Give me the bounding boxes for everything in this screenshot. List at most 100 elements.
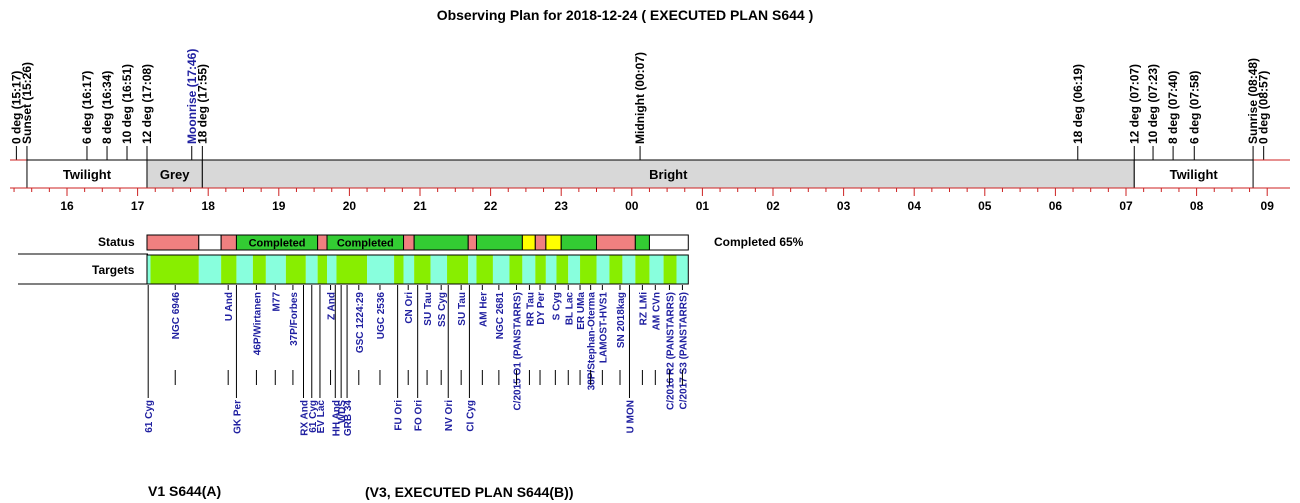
status-segment <box>146 234 200 251</box>
status-segment <box>475 234 523 251</box>
band-label: Twilight <box>63 167 112 182</box>
target-block <box>545 255 557 284</box>
target-block <box>580 255 597 284</box>
status-segment <box>560 234 598 251</box>
status-segment <box>467 234 477 251</box>
target-name: SU Tau <box>457 292 468 326</box>
event-label: 0 deg (08:57) <box>1257 71 1271 144</box>
target-name: HH And <box>331 400 342 436</box>
hour-label: 04 <box>908 199 922 213</box>
target-block <box>414 255 431 284</box>
target-name: BL Lac <box>564 292 575 326</box>
target-block <box>221 255 237 284</box>
target-block <box>596 255 610 284</box>
target-name: ER UMa <box>576 292 587 330</box>
target-name: GRB 34 <box>343 400 354 437</box>
targets-row-label: Targets <box>92 263 135 277</box>
chart-title: Observing Plan for 2018-12-24 ( EXECUTED… <box>437 7 814 23</box>
target-block <box>430 255 448 284</box>
target-block <box>568 255 581 284</box>
target-name: M77 <box>271 292 282 312</box>
target-block <box>663 255 677 284</box>
band-grey <box>146 159 203 189</box>
hour-label: 20 <box>343 199 357 213</box>
target-block <box>509 255 523 284</box>
hour-label: 23 <box>555 199 569 213</box>
event-label: 8 deg (16:34) <box>100 71 114 144</box>
target-name: S Cyg <box>551 292 562 320</box>
target-name: Z And <box>327 292 338 320</box>
target-name: UGC 2536 <box>376 292 387 340</box>
status-segment <box>220 234 237 251</box>
target-block <box>476 255 493 284</box>
target-block <box>676 255 689 284</box>
target-name: CI Cyg <box>465 400 476 432</box>
event-label: Sunrise (08:48) <box>1246 58 1260 144</box>
status-row-label: Status <box>98 235 135 249</box>
event-label: 18 deg (06:19) <box>1071 64 1085 144</box>
target-name: C/2017 S3 (PANSTARRS) <box>678 292 689 409</box>
target-name: AM CVn <box>651 292 662 330</box>
footer-version: V1 S644(A) <box>148 483 221 499</box>
status-segment <box>596 234 636 251</box>
event-label: 10 deg (16:51) <box>120 64 134 144</box>
target-name: 61 Cyg <box>308 400 319 433</box>
target-names: NGC 6946 U And 46P/Wirtanen M77 37P/Forbes Z … <box>144 285 689 436</box>
target-block <box>285 255 306 284</box>
event-label: 18 deg (17:55) <box>195 64 209 144</box>
hour-label: 03 <box>837 199 851 213</box>
target-name: NGC 2681 <box>495 292 506 340</box>
hour-label: 08 <box>1190 199 1204 213</box>
target-name: C/2016 R2 (PANSTARRS) <box>665 292 676 410</box>
target-name: 61 Cyg <box>144 400 155 433</box>
target-name: 38P/Stephan-Oterma <box>587 292 598 391</box>
status-segment <box>317 234 328 251</box>
event-label: 6 deg (07:58) <box>1187 71 1201 144</box>
target-name: 46P/Wirtanen <box>252 292 263 355</box>
band-bright <box>201 159 1135 189</box>
status-row: Completed Completed <box>146 234 689 251</box>
target-row-frame <box>146 254 689 285</box>
target-block <box>535 255 546 284</box>
target-name: SU Tau <box>423 292 434 326</box>
status-segment <box>648 234 689 251</box>
event-label: 8 deg (07:40) <box>1166 71 1180 144</box>
hour-label: 00 <box>625 199 639 213</box>
band-label: Bright <box>649 167 688 182</box>
event-label: 6 deg (16:17) <box>80 71 94 144</box>
target-block <box>236 255 253 284</box>
target-name: LAMOST-HVS1 <box>598 292 609 364</box>
hour-label: 16 <box>60 199 74 213</box>
event-label: Sunset (15:26) <box>20 62 34 144</box>
hour-label: 19 <box>272 199 286 213</box>
target-name: DY Per <box>536 292 547 325</box>
target-block <box>649 255 664 284</box>
target-block <box>635 255 650 284</box>
twilight-bands: Twilight Grey Bright Twilight <box>10 159 1290 189</box>
target-name: FO Ori <box>414 400 425 431</box>
target-block <box>394 255 404 284</box>
target-block <box>609 255 623 284</box>
status-segment <box>521 234 536 251</box>
hour-label: 18 <box>202 199 216 213</box>
footer-plan: (V3, EXECUTED PLAN S644(B)) <box>365 484 573 500</box>
target-name: EV Lac <box>316 400 327 434</box>
target-block <box>367 255 395 284</box>
event-label: 10 deg (07:23) <box>1146 64 1160 144</box>
status-segment-label: Completed <box>337 238 394 250</box>
target-name: RX And <box>300 400 311 436</box>
target-block <box>305 255 318 284</box>
band-twilight <box>26 159 148 189</box>
event-markers: 0 deg (15:17)Sunset (15:26) 6 deg (16:17)… <box>9 49 1271 160</box>
hour-label: 02 <box>766 199 780 213</box>
status-segment-label: Completed <box>249 238 306 250</box>
target-block <box>492 255 510 284</box>
target-block <box>522 255 536 284</box>
status-segment <box>634 234 650 251</box>
target-block <box>146 255 151 284</box>
target-name: FU Ori <box>394 400 405 431</box>
target-block <box>468 255 477 284</box>
target-block <box>447 255 469 284</box>
